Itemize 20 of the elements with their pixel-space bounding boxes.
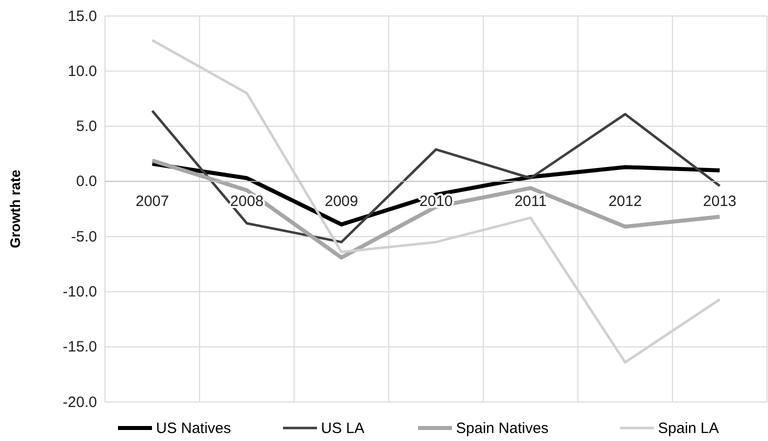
legend-label: Spain LA bbox=[658, 420, 719, 437]
y-axis-title: Growth rate bbox=[7, 170, 23, 248]
x-tick-label: 2011 bbox=[514, 193, 547, 210]
y-tick-label: 5.0 bbox=[76, 118, 97, 136]
y-tick-label: -5.0 bbox=[71, 228, 97, 246]
x-tick-label: 2007 bbox=[136, 193, 169, 210]
x-tick-label: 2009 bbox=[324, 193, 358, 210]
y-tick-label: -20.0 bbox=[62, 394, 97, 411]
legend-label: US Natives bbox=[156, 420, 232, 437]
legend-label: Spain Natives bbox=[456, 420, 549, 437]
y-tick-label: -15.0 bbox=[62, 338, 97, 356]
y-tick-label: 15.0 bbox=[68, 8, 97, 25]
x-tick-label: 2013 bbox=[703, 193, 736, 210]
x-tick-label: 2010 bbox=[419, 193, 453, 210]
y-tick-label: 0.0 bbox=[76, 173, 97, 190]
legend-label: US LA bbox=[321, 420, 364, 437]
x-tick-label: 2012 bbox=[608, 193, 642, 210]
y-tick-label: -10.0 bbox=[62, 284, 97, 301]
y-tick-label: 10.0 bbox=[68, 62, 97, 80]
x-tick-label: 2008 bbox=[230, 193, 264, 210]
